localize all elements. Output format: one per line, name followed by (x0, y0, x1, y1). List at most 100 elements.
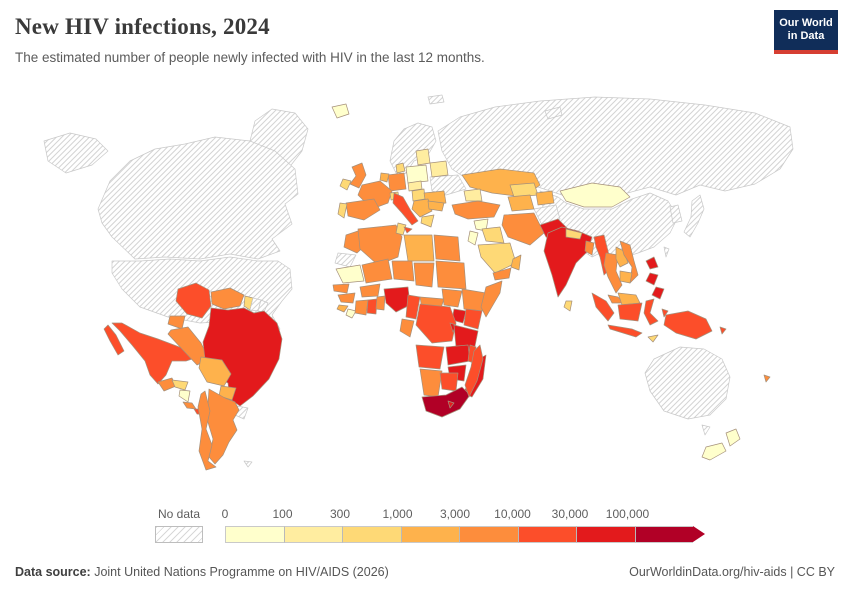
region-mongolia[interactable] (559, 182, 631, 208)
region-benelux[interactable] (379, 172, 390, 183)
region-spain[interactable] (345, 198, 381, 221)
region-balkans[interactable] (411, 198, 433, 218)
region-botswana[interactable] (439, 372, 459, 392)
region-somalia[interactable] (480, 280, 503, 318)
region-baltics[interactable] (415, 148, 431, 166)
region-lesotho[interactable] (447, 400, 455, 409)
region-denmark[interactable] (395, 162, 406, 174)
region-sierra-leone[interactable] (336, 304, 349, 313)
region-guinea[interactable] (337, 292, 356, 304)
region-ireland[interactable] (339, 178, 352, 191)
region-colombia[interactable] (175, 282, 212, 319)
region-nigeria[interactable] (383, 286, 411, 313)
region-solomon-islands[interactable] (719, 326, 727, 335)
region-bangladesh[interactable] (584, 240, 595, 256)
region-brazil[interactable] (202, 307, 283, 407)
region-caucasus[interactable] (463, 188, 483, 202)
region-tasmania[interactable] (701, 424, 711, 436)
region-falklands[interactable] (243, 460, 253, 468)
region-saudi-arabia[interactable] (477, 242, 517, 274)
region-sicily[interactable] (403, 226, 413, 234)
region-afghanistan[interactable] (533, 204, 561, 226)
region-egypt[interactable] (433, 234, 461, 262)
region-india[interactable] (543, 226, 593, 298)
region-iceland[interactable] (331, 103, 350, 119)
region-greece[interactable] (420, 214, 435, 228)
region-portugal[interactable] (337, 202, 348, 219)
region-italy[interactable] (392, 192, 419, 226)
region-philippines[interactable] (651, 286, 665, 300)
region-uk[interactable] (349, 162, 367, 189)
region-australia[interactable] (644, 346, 731, 420)
no-data-swatch[interactable] (155, 526, 203, 543)
region-sri-lanka[interactable] (563, 300, 573, 312)
legend-bin-3[interactable] (400, 526, 459, 543)
region-tunisia[interactable] (395, 222, 407, 236)
region-madagascar[interactable] (464, 344, 484, 398)
region-drc[interactable] (415, 303, 457, 344)
region-mali[interactable] (361, 258, 393, 284)
legend-bin-6[interactable] (576, 526, 635, 543)
legend-bin-1[interactable] (283, 526, 342, 543)
region-baja-california[interactable] (103, 324, 125, 356)
region-sudan[interactable] (435, 260, 467, 290)
region-borneo-indonesia[interactable] (617, 302, 643, 322)
region-togo-benin[interactable] (375, 295, 386, 311)
region-algeria[interactable] (357, 224, 403, 266)
region-angola[interactable] (415, 344, 445, 370)
region-korea[interactable] (669, 204, 683, 224)
region-paraguay[interactable] (218, 385, 237, 401)
region-bolivia[interactable] (198, 356, 232, 387)
region-liberia[interactable] (345, 308, 357, 319)
region-germany[interactable] (387, 172, 407, 192)
region-nicaragua[interactable] (178, 389, 191, 403)
legend-bin-0[interactable] (225, 526, 284, 543)
region-belarus[interactable] (429, 160, 449, 178)
region-alaska[interactable] (43, 132, 109, 174)
region-senegal[interactable] (332, 283, 350, 294)
region-vietnam[interactable] (619, 240, 639, 284)
region-mexico[interactable] (111, 322, 199, 385)
region-libya[interactable] (403, 234, 435, 262)
region-philippines[interactable] (645, 272, 659, 286)
region-south-sudan[interactable] (441, 288, 463, 308)
region-philippines[interactable] (645, 256, 659, 270)
legend-bin-5[interactable] (517, 526, 576, 543)
region-svalbard[interactable] (427, 94, 445, 105)
region-burkina-faso[interactable] (359, 283, 381, 298)
region-honduras[interactable] (171, 379, 189, 391)
region-ghana[interactable] (366, 298, 378, 315)
region-jordan-israel[interactable] (467, 230, 479, 246)
region-poland[interactable] (405, 164, 429, 184)
region-cameroon[interactable] (405, 294, 421, 320)
region-yemen[interactable] (492, 267, 512, 281)
region-zambia[interactable] (445, 344, 471, 366)
region-novaya-zemlya[interactable] (544, 106, 563, 120)
region-costa-rica[interactable] (182, 401, 197, 410)
region-ecuador[interactable] (167, 315, 186, 330)
region-nepal[interactable] (565, 228, 583, 240)
region-maluku[interactable] (661, 308, 669, 318)
region-sumatra[interactable] (591, 292, 615, 322)
region-south-africa[interactable] (421, 386, 471, 418)
region-turkey[interactable] (451, 200, 501, 220)
region-uzbekistan[interactable] (509, 182, 539, 198)
region-oman[interactable] (510, 254, 522, 271)
region-java[interactable] (607, 324, 643, 338)
region-chile[interactable] (197, 390, 217, 471)
region-bulgaria[interactable] (427, 200, 445, 212)
region-western-sahara[interactable] (334, 252, 357, 268)
region-canada[interactable] (97, 136, 299, 260)
region-chad[interactable] (413, 262, 435, 288)
region-kenya[interactable] (463, 308, 483, 330)
region-japan[interactable] (683, 194, 705, 238)
owid-link[interactable]: OurWorldinData.org/hiv-aids | CC BY (629, 565, 835, 579)
region-namibia[interactable] (419, 368, 443, 398)
region-sulawesi[interactable] (643, 298, 659, 326)
region-niger[interactable] (391, 260, 415, 282)
region-new-zealand[interactable] (701, 442, 727, 461)
region-cambodia[interactable] (619, 270, 633, 284)
legend-bin-7[interactable] (634, 526, 693, 543)
region-venezuela[interactable] (210, 287, 245, 310)
legend-color-bar[interactable] (225, 526, 705, 543)
